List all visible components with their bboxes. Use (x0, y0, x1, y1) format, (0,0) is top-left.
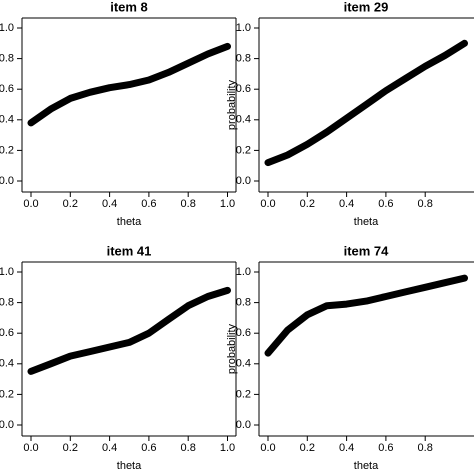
x-tick-label: 0.4 (102, 442, 117, 454)
x-tick-label: 1.0 (220, 442, 235, 454)
y-tick-label: 0.2 (236, 388, 251, 400)
y-tick-label: 0.0 (0, 175, 14, 187)
y-tick-label: 0.0 (236, 175, 251, 187)
x-tick-label: 0.4 (339, 198, 354, 210)
data-line (27, 42, 231, 127)
panel-title: item 41 (107, 243, 152, 258)
y-axis-label: probability (226, 323, 238, 374)
y-tick-label: 0.0 (0, 419, 14, 431)
x-tick-label: 0.6 (141, 198, 156, 210)
x-tick-label: 0.2 (300, 442, 315, 454)
y-tick-label: 0.2 (0, 144, 14, 156)
y-tick-label: 0.0 (236, 419, 251, 431)
y-tick-label: 0.2 (0, 388, 14, 400)
y-tick-label: 0.8 (0, 297, 14, 309)
x-tick-label: 0.0 (23, 198, 38, 210)
x-tick-label: 0.8 (181, 442, 196, 454)
y-tick-label: 0.6 (0, 327, 14, 339)
y-tick-label: 0.6 (236, 327, 251, 339)
x-axis-label: theta (354, 216, 379, 228)
data-line (264, 39, 468, 167)
x-tick-label: 0.4 (102, 198, 117, 210)
y-tick-label: 0.8 (236, 53, 251, 65)
x-tick-label: 0.8 (181, 198, 196, 210)
y-tick-label: 1.0 (0, 266, 14, 278)
y-tick-label: 1.0 (236, 266, 251, 278)
x-tick-label: 0.2 (63, 442, 78, 454)
x-axis-label: theta (354, 460, 379, 472)
y-tick-label: 0.4 (0, 358, 14, 370)
data-line (27, 286, 231, 375)
y-tick-label: 1.0 (0, 22, 14, 34)
x-tick-label: 0.0 (23, 442, 38, 454)
x-axis-label: theta (117, 460, 142, 472)
panel-title: item 29 (344, 0, 389, 14)
y-tick-label: 0.2 (236, 144, 251, 156)
y-tick-label: 0.6 (0, 83, 14, 95)
y-axis-label: probability (226, 79, 238, 130)
x-tick-label: 0.6 (378, 198, 393, 210)
panel-title: item 74 (344, 243, 390, 258)
y-tick-label: 0.4 (236, 358, 251, 370)
y-tick-label: 0.8 (0, 53, 14, 65)
x-tick-label: 0.4 (339, 442, 354, 454)
x-tick-label: 0.6 (141, 442, 156, 454)
x-tick-label: 0.8 (418, 198, 433, 210)
x-tick-label: 0.2 (300, 198, 315, 210)
panel-title: item 8 (110, 0, 148, 14)
x-tick-label: 0.0 (260, 442, 275, 454)
y-tick-label: 0.8 (236, 297, 251, 309)
x-tick-label: 0.8 (418, 442, 433, 454)
y-tick-label: 0.6 (236, 83, 251, 95)
x-tick-label: 1.0 (220, 198, 235, 210)
y-tick-label: 1.0 (236, 22, 251, 34)
y-tick-label: 0.4 (236, 114, 251, 126)
x-tick-label: 0.6 (378, 442, 393, 454)
x-tick-label: 0.2 (63, 198, 78, 210)
y-tick-label: 0.4 (0, 114, 14, 126)
data-line (264, 274, 468, 357)
x-tick-label: 0.0 (260, 198, 275, 210)
x-axis-label: theta (117, 216, 142, 228)
